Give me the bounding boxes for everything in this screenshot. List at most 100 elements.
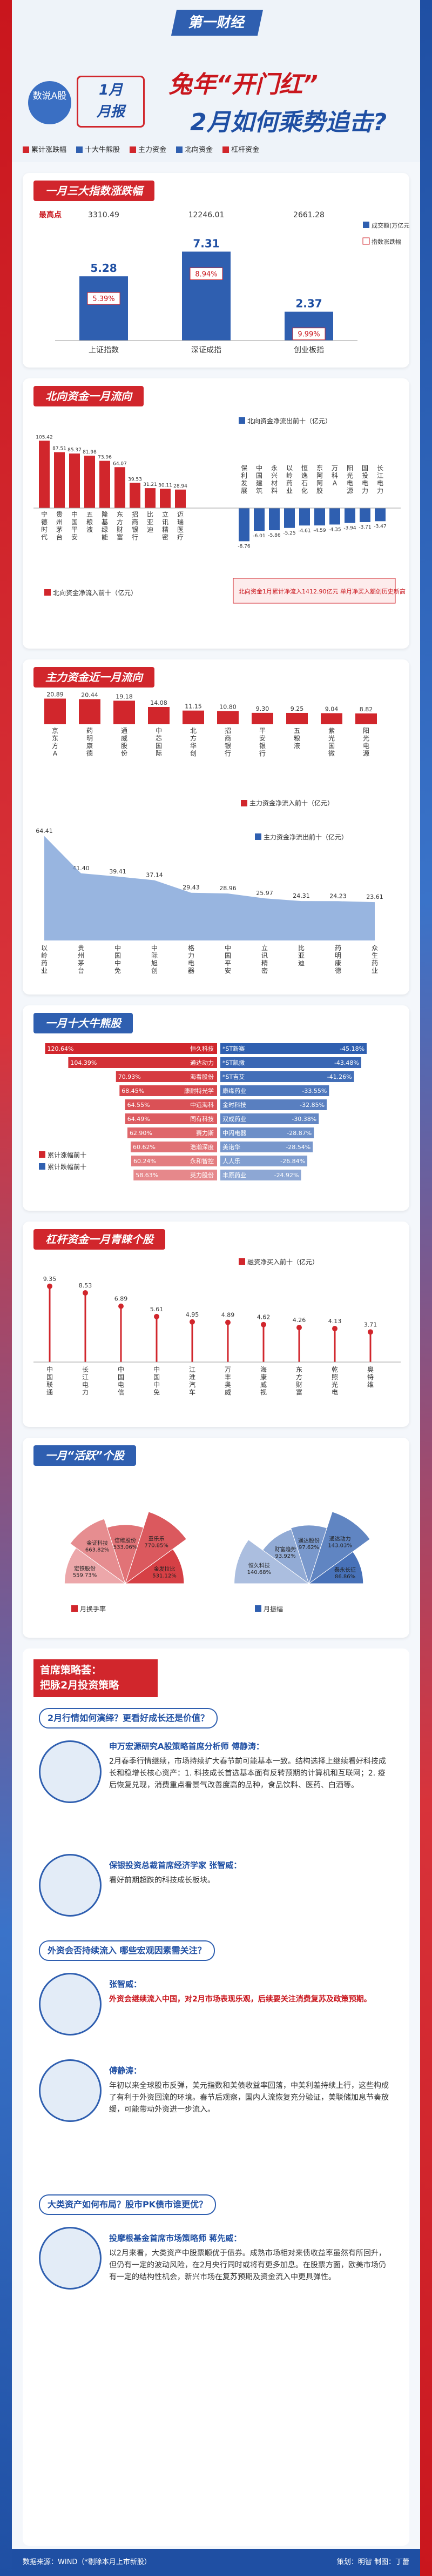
section-margin-favorites: 杠杆资金一月青睐个股 9.35 中国联通 8.53 长江电力 6.89 中国电信 5.61 中… [23, 1222, 409, 1427]
inflow-name: 贵州茅台 [56, 511, 63, 541]
loser-value: -30.38% [292, 1116, 316, 1123]
outflow-name: 贵州茅台 [78, 944, 84, 975]
outflow-legend: 北向资金净流出前十（亿元） [247, 417, 332, 425]
margin-dot [190, 1319, 195, 1325]
loser-name: *ST凯撒 [222, 1059, 245, 1066]
volume-label: 7.31 [193, 237, 219, 250]
question-2: 外资会否持续流入 哪些宏观因素需关注？ [39, 1940, 215, 1961]
outflow-name: 中国建筑 [256, 464, 262, 495]
gainer-value: 68.45% [122, 1087, 144, 1095]
margin-value: 4.62 [257, 1314, 271, 1321]
margin-chart: 9.35 中国联通 8.53 长江电力 6.89 中国电信 5.61 中国中免 4.95 江淮汽车… [33, 1258, 401, 1396]
index-high: 2661.28 [293, 211, 325, 219]
section-title: 一月“活跃”个股 [33, 1445, 136, 1466]
outflow-bar [284, 508, 295, 528]
outflow-value: 24.23 [329, 892, 347, 899]
inflow-bar [130, 483, 140, 508]
turnover-value: 533.06% [113, 1545, 138, 1551]
main-title-line2: 2月如何乘势追击? [190, 109, 387, 136]
legend-swatch [176, 146, 183, 153]
outflow-value: -8.76 [238, 544, 251, 549]
loser-name: 金时科技 [222, 1101, 246, 1109]
loser-bar [220, 1127, 314, 1138]
strategy-title-line1: 首席策略荟： [40, 1664, 102, 1676]
legend-swatch [130, 146, 137, 153]
gainer-value: 64.49% [127, 1116, 150, 1123]
margin-value: 9.35 [43, 1276, 57, 1283]
inflow-name: 中芯国际 [156, 726, 162, 757]
index-name: 上证指数 [89, 346, 119, 355]
section-strategy: 首席策略荟： 把脉2月投资策略 2月行情如何演绎？更看好成长还是价值？ 申万宏源… [23, 1649, 409, 2546]
inflow-bar [39, 441, 50, 508]
inflow-value: 39.53 [128, 477, 142, 482]
inflow-bar [355, 713, 377, 724]
loser-value: -32.85% [300, 1102, 325, 1109]
margin-dot [296, 1325, 302, 1331]
margin-dot [154, 1313, 159, 1319]
header: 第一财经 数说A股 1月 月报 兔年“开门红” 2月如何乘势追击? 累计涨跌幅十… [12, 0, 420, 162]
index-high: 3310.49 [88, 211, 119, 219]
legend-swatch [239, 1258, 245, 1265]
pct-label: 8.94% [195, 271, 217, 279]
gainer-name: 中远海科 [190, 1101, 214, 1109]
loser-bar [220, 1170, 301, 1180]
outflow-value: -6.01 [253, 533, 265, 539]
legend-item: 主力资金 [130, 144, 166, 154]
margin-name: 长江电力 [82, 1366, 89, 1396]
margin-dot [225, 1319, 231, 1325]
turnover-value: 531.12% [152, 1573, 177, 1579]
inflow-value: 105.42 [36, 435, 53, 440]
avatar-fu-jingtao [39, 2059, 102, 2122]
outflow-bar [345, 508, 355, 523]
inflow-name: 阳光电源 [363, 727, 369, 757]
outflow-name: 长江电力 [377, 464, 383, 495]
question-3: 大类资产如何布局？股市PK债市谁更优？ [39, 2194, 217, 2215]
outflow-name: 阳光电源 [347, 464, 353, 495]
inflow-name: 药明康德 [86, 727, 93, 757]
speaker-name: 傅静涛： [109, 2066, 142, 2076]
inflow-bar [69, 453, 80, 508]
legend-swatch [362, 237, 370, 245]
loser-name: 中闪电器 [222, 1129, 246, 1137]
outflow-name: 东阿阿胶 [316, 464, 323, 495]
avatar-fu-jingtao [39, 1740, 102, 1803]
section-active-stocks: 一月“活跃”个股 宏铁股份 559.73% 金证科技 663.82% 信维股份 533.0… [23, 1438, 409, 1638]
outflow-value: 24.31 [293, 892, 310, 899]
loser-value: -43.48% [334, 1059, 359, 1066]
amplitude-value: 97.62% [299, 1545, 319, 1551]
gainer-name: 英力股份 [190, 1171, 214, 1179]
loser-value: -28.54% [286, 1144, 310, 1151]
index-name: 深证成指 [191, 346, 221, 355]
margin-dot [83, 1290, 88, 1296]
note-box [233, 578, 396, 604]
amplitude-value: 86.86% [335, 1574, 355, 1580]
amplitude-name: 恒久科技 [248, 1562, 270, 1569]
amplitude-value: 140.68% [247, 1570, 272, 1576]
outflow-value: 28.96 [219, 885, 237, 892]
section-title: 杠杆资金一月青睐个股 [33, 1229, 165, 1250]
inflow-value: 64.07 [113, 461, 127, 466]
inflow-value: 9.25 [291, 705, 304, 712]
outflow-name: 以岭药业 [41, 944, 48, 975]
outflow-name: 中国平安 [225, 944, 231, 975]
outflow-value: 25.97 [256, 890, 273, 897]
outflow-name: 国投电力 [362, 464, 368, 495]
loser-bar [220, 1156, 308, 1166]
turnover-name: 宏铁股份 [74, 1565, 96, 1572]
margin-legend: 融资净买入前十（亿元） [247, 1258, 319, 1266]
margin-value: 5.61 [150, 1306, 164, 1313]
inflow-bar [54, 452, 65, 508]
outflow-value: -3.71 [359, 525, 371, 530]
inflow-bar [183, 710, 204, 724]
section-title: 一月三大指数涨跌幅 [33, 181, 154, 201]
margin-name: 江淮汽车 [189, 1366, 195, 1396]
legend-swatch [241, 800, 247, 806]
pct-label: 5.39% [92, 295, 114, 303]
gainer-bar [116, 1071, 217, 1082]
outflow-value: -4.61 [298, 528, 310, 533]
gainer-name: 海看股份 [190, 1073, 214, 1080]
category-legend: 累计涨跌幅 十大牛熊股 主力资金 北向资金 杠杆资金 [23, 141, 409, 157]
outflow-bar [254, 508, 265, 531]
avatar-zhang-zhiwei [39, 1973, 102, 2036]
speaker-text: 2月春季行情继续，市场持续扩大春节前可能基本一致。结构选择上继续看好科技成长和稳… [109, 1757, 386, 1790]
